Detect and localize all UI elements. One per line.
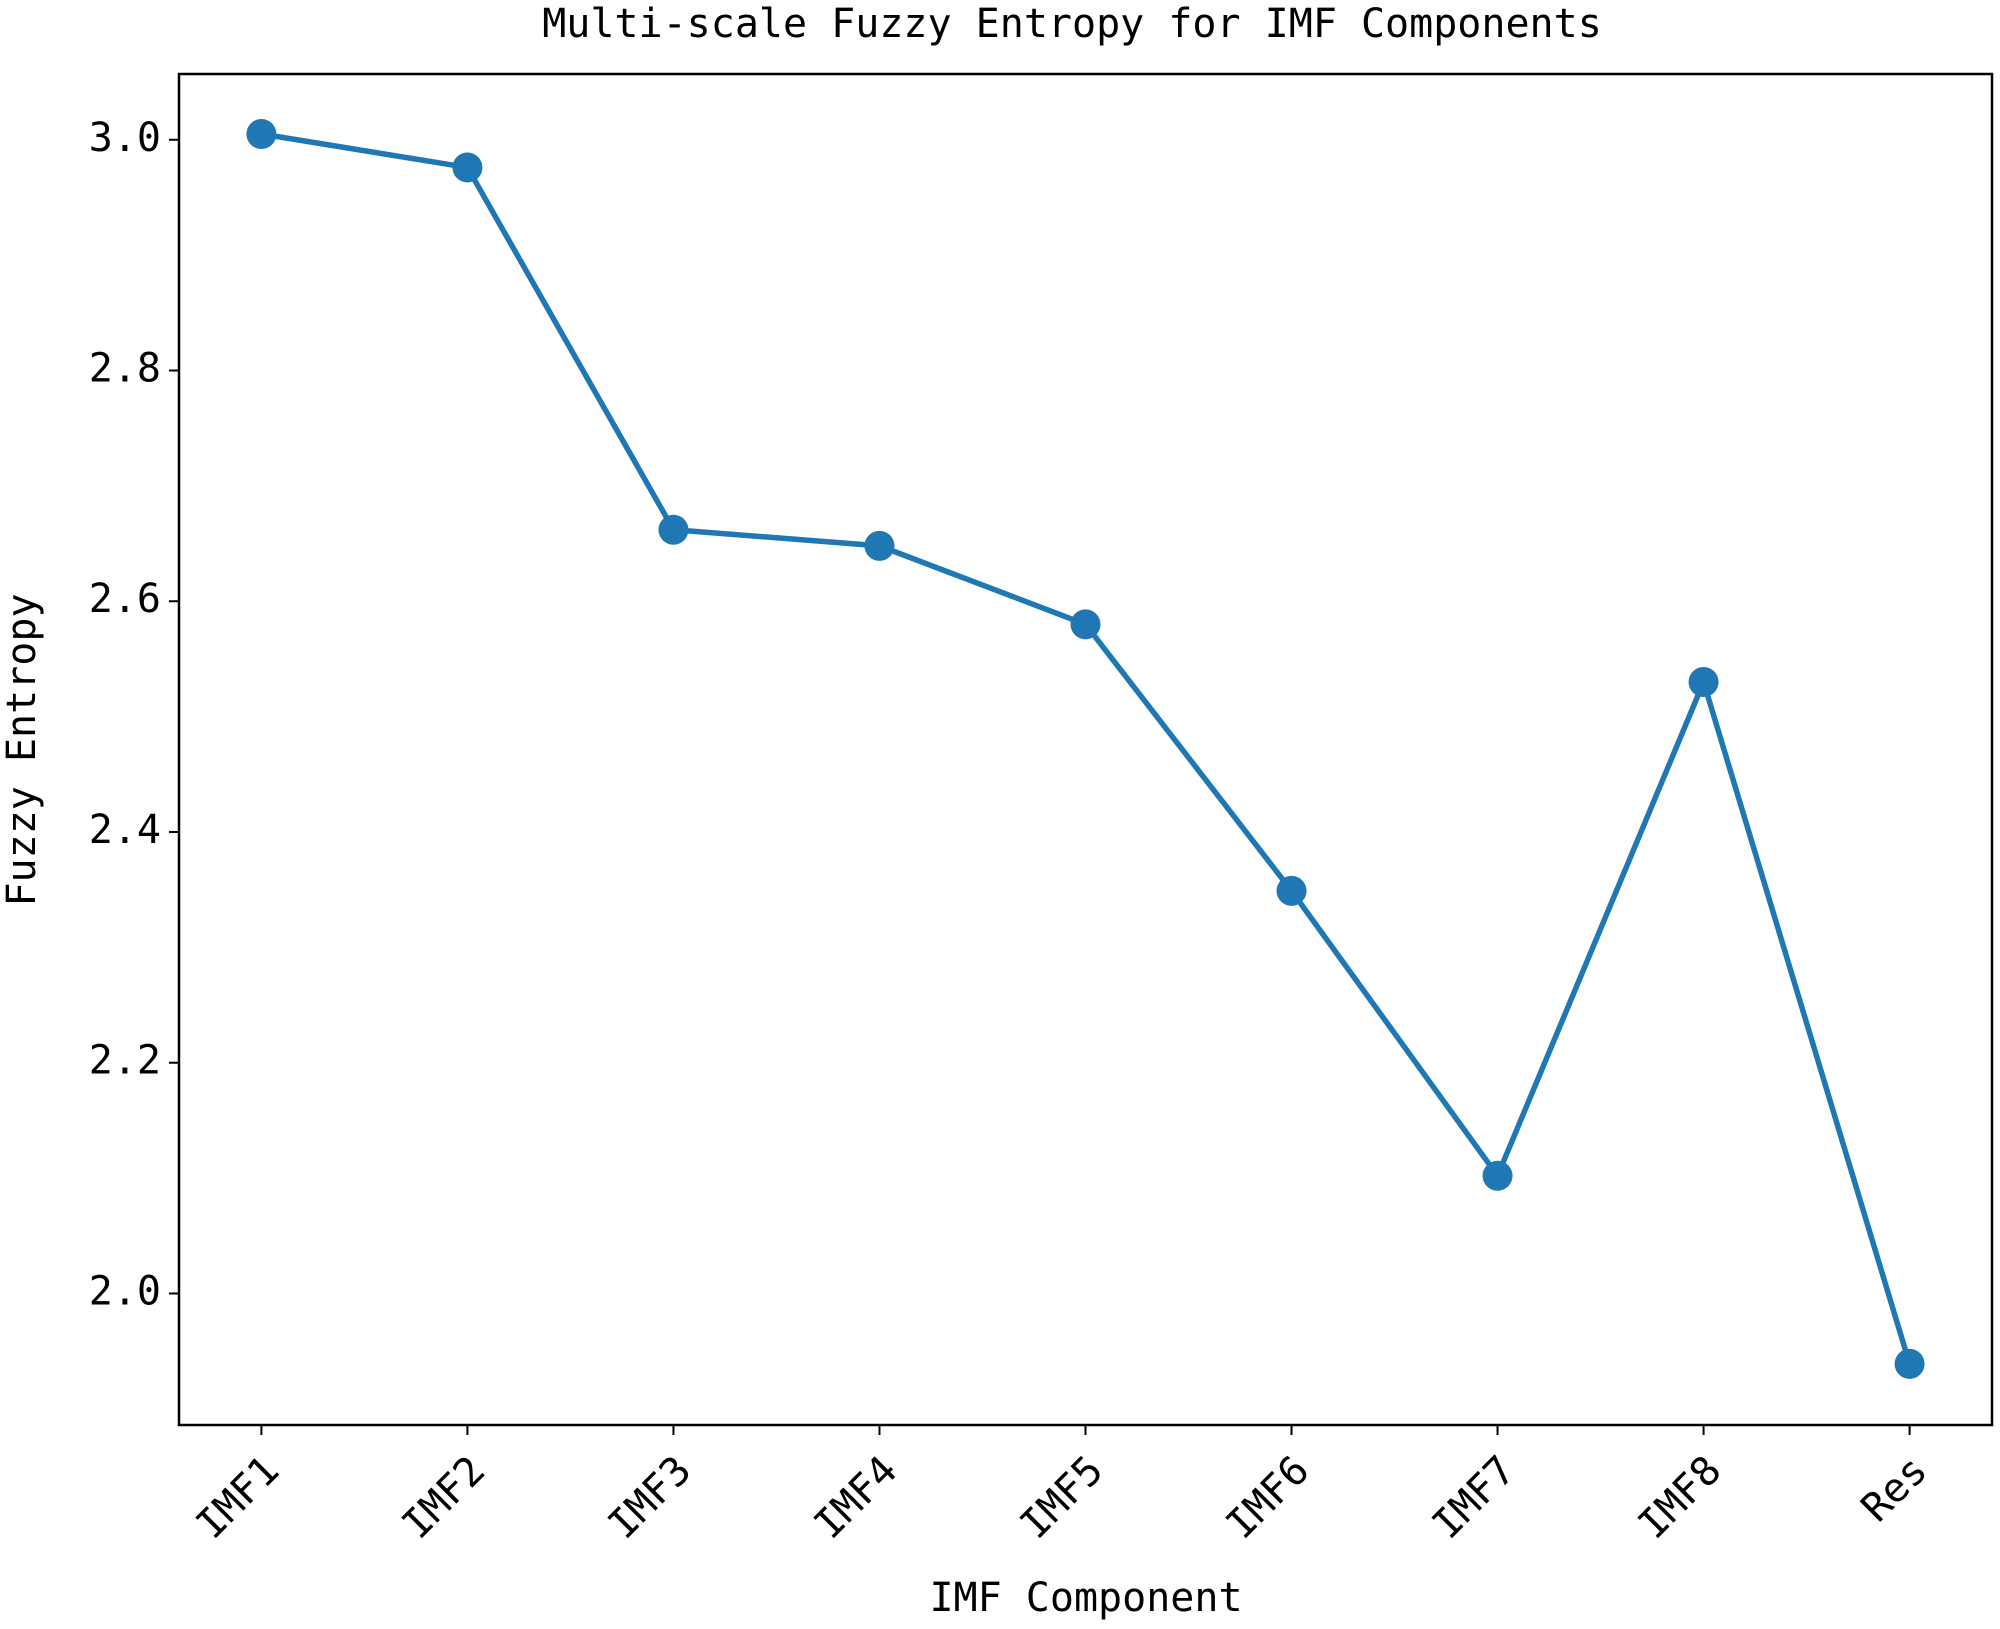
data-point bbox=[864, 530, 895, 561]
x-axis-label: IMF Component bbox=[929, 1575, 1242, 1621]
x-tick-label: IMF8 bbox=[1630, 1447, 1731, 1548]
data-point bbox=[658, 514, 689, 545]
x-tick-label: IMF6 bbox=[1218, 1447, 1319, 1548]
data-point bbox=[246, 118, 277, 149]
x-tick-label: IMF1 bbox=[188, 1447, 289, 1548]
data-point bbox=[1276, 875, 1307, 906]
y-axis-label: Fuzzy Entropy bbox=[0, 593, 45, 906]
data-point bbox=[1894, 1348, 1925, 1379]
data-point bbox=[1482, 1160, 1513, 1191]
x-tick-label: IMF7 bbox=[1424, 1447, 1525, 1548]
x-tick-label: IMF5 bbox=[1012, 1447, 1113, 1548]
y-tick-label: 2.4 bbox=[89, 807, 161, 853]
x-tick-label: Res bbox=[1853, 1447, 1937, 1531]
data-point bbox=[1070, 609, 1101, 640]
x-tick-label: IMF2 bbox=[394, 1447, 495, 1548]
x-tick-label: IMF4 bbox=[806, 1447, 907, 1548]
chart-title: Multi-scale Fuzzy Entropy for IMF Compon… bbox=[542, 1, 1602, 47]
data-point bbox=[452, 152, 483, 183]
series-line bbox=[260, 131, 1913, 1365]
x-tick-label: IMF3 bbox=[600, 1447, 701, 1548]
y-tick-label: 2.6 bbox=[89, 576, 161, 622]
y-tick-label: 2.0 bbox=[89, 1268, 161, 1314]
plot-frame bbox=[177, 72, 1994, 1427]
data-point bbox=[1688, 667, 1719, 698]
y-tick-label: 2.8 bbox=[89, 346, 161, 392]
y-tick-label: 2.2 bbox=[89, 1038, 161, 1084]
y-tick-label: 3.0 bbox=[89, 115, 161, 161]
